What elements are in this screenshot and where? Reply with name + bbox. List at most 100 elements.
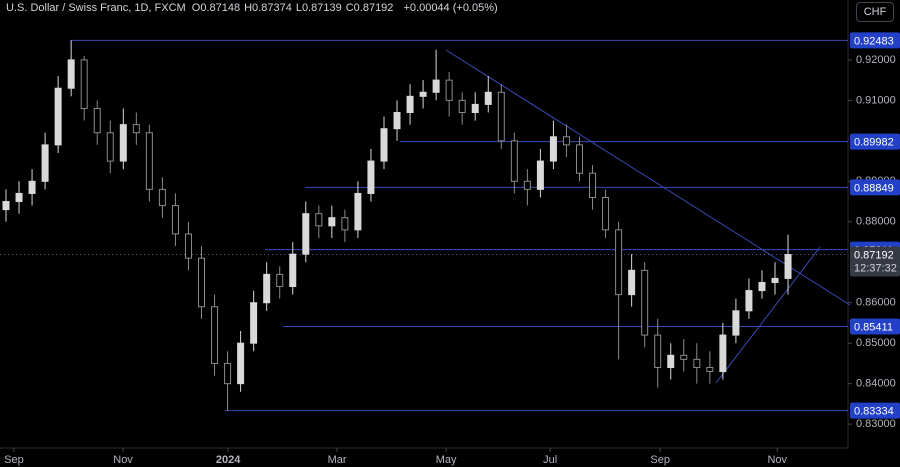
candle-body <box>602 196 610 231</box>
candle-body <box>419 91 427 97</box>
ohlc-key: H <box>244 2 253 14</box>
ohlc-key: L <box>295 2 302 14</box>
candle-body <box>458 99 466 114</box>
level-label: 0.83334 <box>854 406 894 418</box>
grid-layer <box>13 59 852 452</box>
candle-body <box>211 306 219 364</box>
candle-body <box>80 59 88 109</box>
level-label-bg <box>850 133 900 150</box>
candle-body <box>641 269 649 336</box>
annotation-layer <box>0 39 851 412</box>
y-tick-label: 0.92000 <box>856 54 896 66</box>
candle-body <box>158 188 166 207</box>
candle-body <box>263 273 271 304</box>
header: U.S. Dollar / Swiss Franc, 1D, FXCM O0.8… <box>6 2 501 14</box>
candle-body <box>276 273 284 288</box>
ohlc-key: C <box>345 2 354 14</box>
candle-body <box>784 254 792 279</box>
x-tick-label: May <box>436 454 457 466</box>
candle-body <box>145 132 153 190</box>
y-tick-label: 0.83000 <box>856 418 896 430</box>
candle-body <box>523 180 531 190</box>
candle-body <box>589 172 597 198</box>
candle-body <box>171 205 179 235</box>
ohlc-value: 0.87148 <box>200 2 241 14</box>
candle-body <box>302 213 310 255</box>
candle-body <box>628 269 636 296</box>
candle-body <box>328 217 336 227</box>
candle-body <box>680 354 688 360</box>
ohlc-key: O <box>191 2 201 14</box>
candle-body <box>536 160 544 190</box>
candle-body <box>67 59 75 89</box>
candle-body <box>575 144 583 174</box>
candle-body <box>380 128 388 162</box>
candle-body <box>367 160 375 194</box>
x-tick-label: Nov <box>113 454 133 466</box>
level-label: 0.89982 <box>854 136 894 148</box>
candle-body <box>224 362 232 385</box>
ohlc: O0.87148 H0.87374 L0.87139 C0.87192 <box>192 2 398 14</box>
last-price-label: 0.87192 <box>854 249 894 261</box>
ohlc-value: 0.87139 <box>301 2 342 14</box>
candle-body <box>667 354 675 368</box>
level-label: 0.92483 <box>854 35 894 47</box>
candle-body <box>706 366 714 373</box>
symbol-title: U.S. Dollar / Swiss Franc, 1D, FXCM <box>6 2 186 14</box>
candle-body <box>562 136 570 146</box>
y-tick-label: 0.91000 <box>856 94 896 106</box>
ohlc-value: 0.87192 <box>353 2 394 14</box>
countdown-label: 12:37:32 <box>854 262 897 274</box>
candle-body <box>484 91 492 105</box>
ohlc-value: 0.87374 <box>252 2 292 14</box>
candle-body <box>758 281 766 292</box>
x-tick-label: Mar <box>328 454 347 466</box>
ascending-trendline <box>715 246 821 384</box>
candle-body <box>28 180 36 194</box>
x-tick-label: 2024 <box>216 454 241 466</box>
y-tick-label: 0.86000 <box>856 297 896 309</box>
candle-body <box>250 302 258 344</box>
currency-button[interactable]: CHF <box>856 2 894 22</box>
candle-body <box>771 277 779 283</box>
candle-body <box>732 310 740 336</box>
candle-body <box>184 233 192 259</box>
candle-body <box>198 257 206 308</box>
descending-trendline <box>445 49 851 306</box>
last-price-bg <box>850 246 900 277</box>
candle-body <box>119 124 127 162</box>
candle-body <box>393 112 401 130</box>
candle-body <box>354 192 362 231</box>
x-tick-label: Jul <box>543 454 557 466</box>
candle-body <box>745 290 753 312</box>
candle-body <box>693 358 701 368</box>
candle-body <box>54 87 62 146</box>
candle-body <box>132 124 140 134</box>
candle-body <box>237 342 245 385</box>
axis-layer: 0.920000.910000.890000.880000.860000.850… <box>4 32 900 466</box>
y-tick-label: 0.85000 <box>856 337 896 349</box>
level-label-bg <box>850 32 900 49</box>
candle-body <box>497 91 505 142</box>
candle-body <box>654 334 662 368</box>
candle-body <box>41 144 49 182</box>
level-label-bg <box>850 402 900 419</box>
x-tick-label: Sep <box>650 454 670 466</box>
candle-body <box>106 132 114 162</box>
y-tick-label: 0.88000 <box>856 216 896 228</box>
level-label: 0.85411 <box>854 321 893 333</box>
x-tick-label: Sep <box>4 454 24 466</box>
candle-body <box>549 136 557 162</box>
candle-body <box>15 192 23 203</box>
x-tick-label: Nov <box>767 454 787 466</box>
candle-body <box>315 213 323 227</box>
candle-body <box>93 107 101 134</box>
candle-body <box>445 79 453 101</box>
candle-body <box>406 95 414 114</box>
y-tick-label: 0.84000 <box>856 378 896 390</box>
level-label-bg <box>850 179 900 196</box>
candle-body <box>341 217 349 231</box>
